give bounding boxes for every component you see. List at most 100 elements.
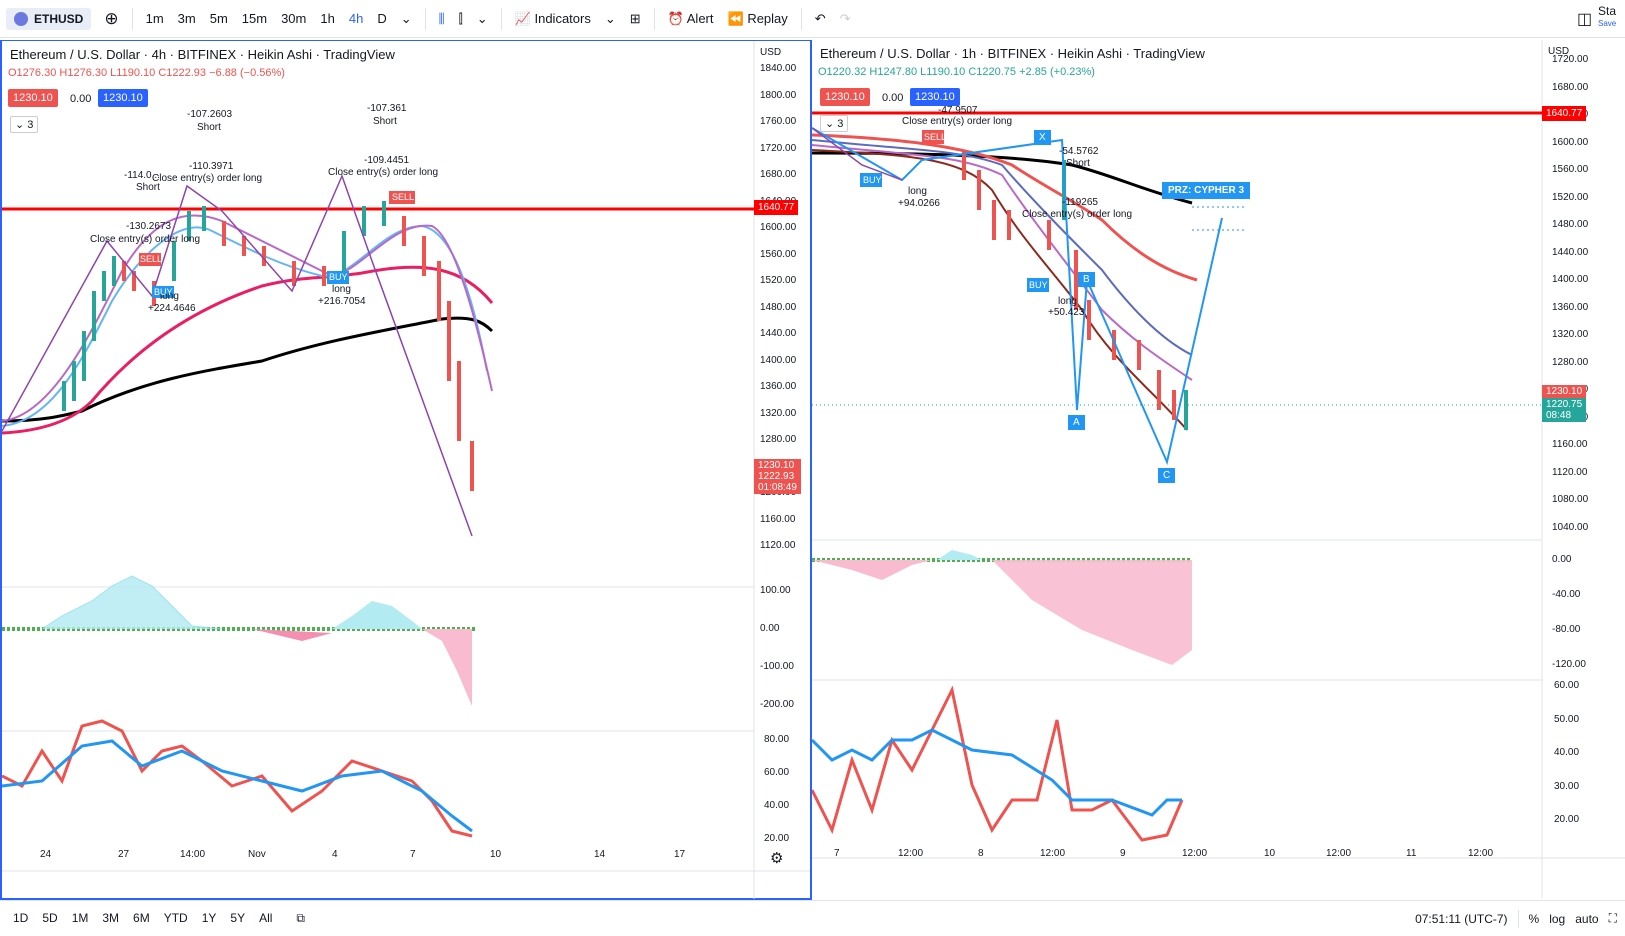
ohlc-high: H1247.80 [869, 66, 918, 78]
percent-toggle[interactable]: % [1528, 911, 1540, 926]
ma-red [2, 265, 494, 435]
annotation-text: long [160, 291, 179, 302]
price-tick: 1560.00 [1552, 164, 1589, 175]
osc-tick: -40.00 [1552, 589, 1581, 600]
fullscreen-icon[interactable]: ⛶ [1608, 911, 1617, 925]
last-price-countdown: 01:08:49 [758, 482, 797, 493]
osc-tick: 30.00 [1554, 780, 1580, 792]
sell-marker-2 [389, 191, 415, 204]
clock-time[interactable]: 07:51:11 (UTC-7) [1415, 911, 1508, 926]
log-toggle[interactable]: log [1549, 911, 1566, 926]
panel-toggle-icon[interactable]: ◫ [1577, 10, 1593, 28]
range-5d[interactable]: 5D [42, 911, 58, 925]
interval-4h[interactable]: 4h [348, 11, 364, 26]
indicators-dropdown-icon[interactable]: ⌄ [604, 10, 616, 26]
ma-dark [812, 149, 1188, 431]
interval-1h[interactable]: 1h [320, 11, 335, 26]
interval-dropdown-icon[interactable]: ⌄ [400, 10, 412, 26]
currency-label[interactable]: USD [760, 47, 782, 58]
ohlc-close: C1222.93 [158, 67, 207, 79]
sell-price-button[interactable]: 1230.10 [8, 89, 58, 107]
buy-label: BUY [1029, 280, 1048, 290]
interval-30m[interactable]: 30m [281, 11, 307, 26]
interval-d[interactable]: D [377, 11, 387, 26]
prz-label: PRZ: CYPHER 3 [1162, 182, 1251, 199]
time-tick: 10 [490, 849, 502, 860]
range-3m[interactable]: 3M [102, 911, 120, 925]
annotation-text: Close entry(s) order long [328, 167, 439, 178]
price-tick: 1400.00 [760, 354, 797, 366]
indicators-collapse[interactable]: ⌄ 3 [10, 116, 39, 133]
buy-price-button[interactable]: 1230.10 [98, 89, 148, 107]
price-tick: 1360.00 [1552, 301, 1589, 313]
sell-label: SELL [140, 254, 163, 264]
time-tick: 12:00 [1040, 848, 1066, 859]
buy-label: BUY [329, 272, 348, 282]
time-tick: 9 [1120, 848, 1126, 859]
annotation-text: Short [373, 116, 397, 127]
layout-grid-icon[interactable]: ⊞ [629, 10, 641, 26]
osc-tick: 20.00 [764, 833, 790, 844]
sell-label: SELL [924, 132, 947, 142]
osc2-red [812, 685, 1184, 842]
level-price-label: 1640.77 [1542, 106, 1587, 121]
price-tick: 1520.00 [760, 275, 797, 286]
range-all[interactable]: All [259, 911, 273, 925]
interval-3m[interactable]: 3m [177, 11, 196, 26]
buy-marker [1027, 278, 1049, 292]
candle-type-icon[interactable]: ⫿ [458, 10, 463, 26]
range-1d[interactable]: 1D [13, 911, 29, 925]
undo-icon[interactable]: ↶ [814, 10, 826, 26]
candles [62, 201, 474, 491]
annotation-text: long [908, 186, 927, 197]
currency-label[interactable]: USD [1548, 46, 1570, 57]
symbol-label: ETHUSD [34, 11, 84, 26]
osc-tick: 0.00 [760, 623, 780, 634]
price-tick: 1680.00 [760, 169, 797, 180]
redo-icon[interactable]: ↷ [839, 10, 851, 26]
price-tick: 1440.00 [760, 328, 797, 339]
interval-15m[interactable]: 15m [241, 11, 268, 26]
indicators-collapse[interactable]: ⌄ 3 [820, 115, 849, 132]
settings-gear-icon[interactable]: ⚙ [770, 850, 784, 867]
replay-button[interactable]: ⏪ Replay [721, 11, 795, 27]
range-6m[interactable]: 6M [133, 911, 150, 925]
symbol-search[interactable]: ETHUSD [6, 7, 92, 30]
interval-1m[interactable]: 1m [145, 11, 164, 26]
range-1m[interactable]: 1M [71, 911, 89, 925]
sell-price-button[interactable]: 1230.10 [820, 88, 870, 106]
bar-style-icon[interactable]: ⫼ [438, 10, 445, 26]
time-tick: 17 [674, 849, 686, 860]
price-tick: 1280.00 [1552, 356, 1589, 368]
range-5y[interactable]: 5Y [230, 911, 246, 925]
point-c-label: C [1158, 468, 1176, 483]
replay-label: Replay [747, 10, 788, 26]
add-symbol-icon[interactable]: ⊕ [104, 8, 119, 28]
chart-pane-4h[interactable]: Ethereum / U.S. Dollar · 4h · BITFINEX ·… [0, 40, 812, 900]
auto-toggle[interactable]: auto [1575, 911, 1599, 926]
indicators-button[interactable]: 📈 Indicators [508, 11, 598, 27]
buy-marker-1 [327, 271, 349, 284]
price-tick: 1600.00 [1552, 136, 1589, 148]
indicators-icon: 📈 [514, 10, 535, 26]
interval-5m[interactable]: 5m [209, 11, 228, 26]
chart-type-dropdown-icon[interactable]: ⌄ [476, 10, 488, 26]
range-1y[interactable]: 1Y [201, 911, 217, 925]
close-price: 1220.75 [1546, 399, 1583, 410]
osc-tick: 100.00 [760, 585, 791, 596]
date-range-icon[interactable]: ⧉ [296, 910, 305, 925]
save-section[interactable]: Sta Save [1598, 5, 1616, 29]
time-tick: Nov [248, 849, 266, 860]
alert-button[interactable]: ⏰ Alert [661, 11, 721, 27]
chart-pane-1h[interactable]: Ethereum / U.S. Dollar · 1h · BITFINEX ·… [812, 40, 1625, 900]
last-price-label: 1230.10 1222.93 01:08:49 [754, 459, 801, 494]
time-tick: 12:00 [1182, 848, 1208, 859]
price-tick: 1320.00 [1552, 329, 1589, 340]
osc1-histogram [812, 550, 1192, 665]
range-ytd[interactable]: YTD [163, 911, 188, 925]
annotation-text: long [1058, 296, 1077, 307]
ohlc-1h: O1220.32 H1247.80 L1190.10 C1220.75 +2.8… [818, 66, 1095, 78]
annotation-text: long [332, 284, 351, 295]
ohlc-open: O1276.30 [8, 67, 57, 79]
buy-price-button[interactable]: 1230.10 [910, 88, 960, 106]
